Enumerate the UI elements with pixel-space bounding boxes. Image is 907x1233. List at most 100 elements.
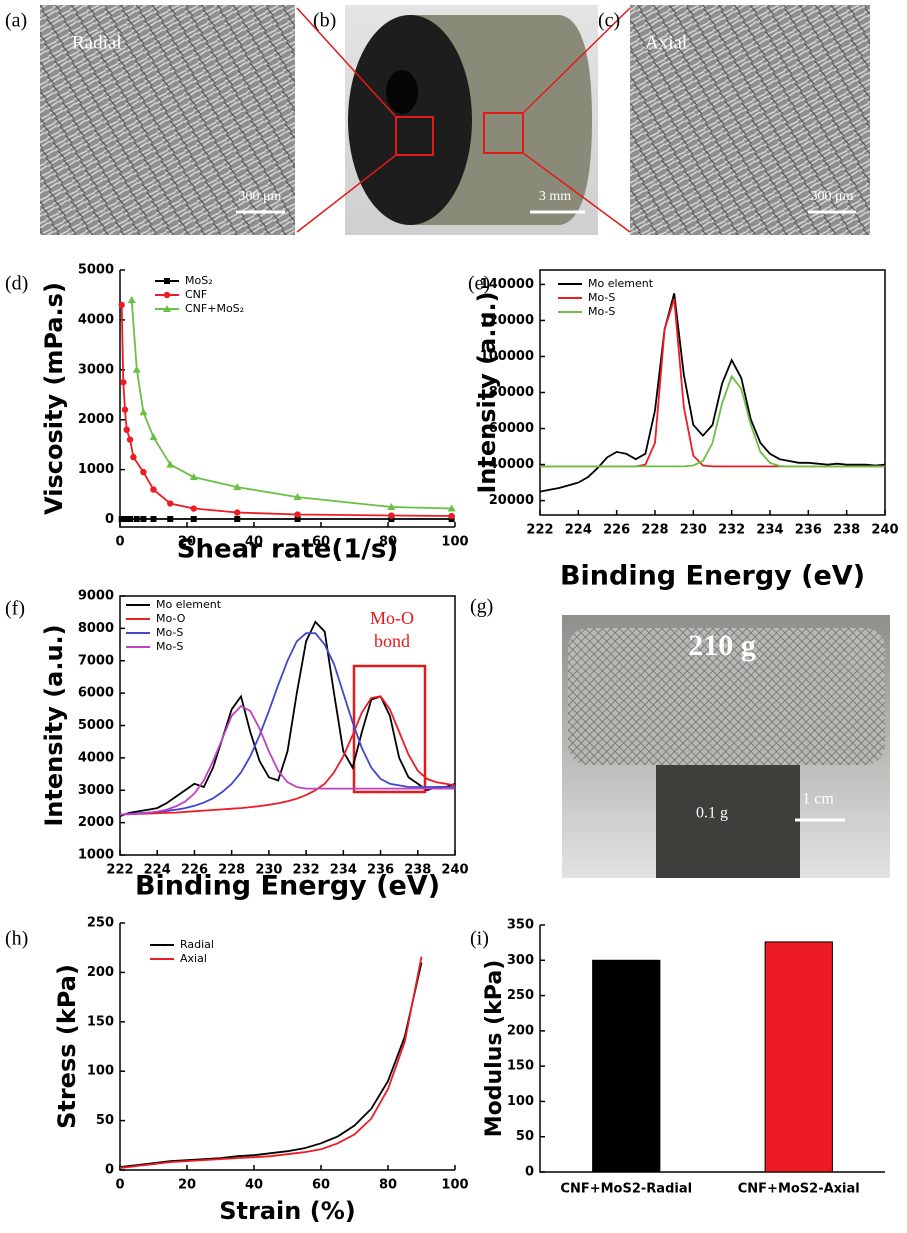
x-tick-label: 0	[115, 1178, 124, 1193]
marker	[448, 512, 455, 520]
marker	[127, 295, 136, 303]
y-tick-label: 50	[516, 1129, 534, 1144]
marker	[234, 516, 241, 523]
y-tick-label: 50	[96, 1113, 114, 1128]
cylinder-face	[348, 15, 472, 225]
y-tick-label: 100	[507, 1094, 534, 1109]
y-tick-label: 5000	[78, 718, 114, 733]
x-tick-label: 224	[565, 523, 592, 538]
series-line	[130, 299, 452, 510]
x-tick-label: 40	[245, 535, 263, 550]
y-tick-label: 9000	[78, 589, 114, 604]
sem-image	[40, 5, 295, 235]
y-axis-title: Viscosity (mPa.s)	[40, 282, 68, 515]
marker	[388, 516, 395, 523]
sem-image	[630, 5, 870, 235]
series-line	[539, 293, 886, 493]
y-tick-label: 80000	[489, 385, 534, 400]
y-tick-label: 100000	[480, 349, 534, 364]
marker	[120, 379, 127, 386]
x-tick-label: 60	[312, 535, 330, 550]
y-tick-label: 250	[87, 916, 114, 931]
x-tick-label: 230	[680, 523, 707, 538]
legend-label: MoS₂	[185, 274, 213, 287]
marker	[132, 365, 141, 373]
x-axis-title: Strain (%)	[219, 1197, 355, 1225]
photo-g: (g) 210 g 0.1 g 1 cm	[470, 596, 890, 878]
panel-label: (h)	[5, 928, 28, 950]
y-tick-label: 150	[507, 1059, 534, 1074]
legend-label: Mo element	[588, 277, 654, 290]
marker	[118, 301, 125, 309]
panel-label: (g)	[470, 596, 493, 618]
y-tick-label: 40000	[489, 457, 534, 472]
marker	[167, 500, 174, 507]
x-tick-label: 20	[178, 1178, 196, 1193]
y-tick-label: 60000	[489, 421, 534, 436]
scale-label: 3 mm	[539, 189, 571, 204]
y-tick-label: 1000	[78, 848, 114, 863]
marker	[293, 493, 302, 501]
y-axis-title: Modulus (kPa)	[482, 960, 507, 1138]
y-axis-title: Intensity (a.u.)	[473, 291, 501, 493]
legend-label: Axial	[180, 952, 207, 965]
y-tick-label: 2000	[78, 412, 114, 427]
series-line	[119, 956, 423, 1169]
x-tick-label: 100	[441, 535, 468, 550]
x-tick-label: 240	[441, 863, 468, 878]
marker	[127, 516, 134, 523]
x-tick-label: CNF+MoS2-Axial	[738, 1182, 860, 1197]
marker	[164, 278, 170, 284]
weight	[568, 628, 885, 765]
panel-label: (c)	[598, 10, 620, 32]
x-tick-label: 232	[718, 523, 745, 538]
marker	[447, 504, 456, 512]
x-tick-label: 240	[871, 523, 898, 538]
y-tick-label: 6000	[78, 686, 114, 701]
image-caption: Radial	[72, 32, 122, 53]
marker	[149, 433, 158, 441]
bar	[592, 959, 661, 1173]
y-tick-label: 100	[87, 1064, 114, 1079]
x-tick-label: 80	[379, 535, 397, 550]
y-tick-label: 20000	[489, 493, 534, 508]
y-axis-title: Stress (kPa)	[53, 964, 81, 1129]
marker	[126, 436, 134, 443]
x-tick-label: 230	[255, 863, 282, 878]
legend-label: CNF	[185, 288, 207, 301]
annotation: Mo-O	[370, 608, 414, 628]
x-tick-label: 100	[441, 1178, 468, 1193]
y-tick-label: 350	[507, 918, 534, 933]
marker	[234, 509, 241, 516]
image-caption: Axial	[645, 32, 687, 53]
marker	[123, 516, 130, 523]
x-tick-label: 226	[181, 863, 208, 878]
marker	[133, 516, 140, 523]
x-tick-label: 236	[367, 863, 394, 878]
scale-label: 1 cm	[802, 791, 834, 808]
marker	[190, 505, 197, 512]
weight-label: 210 g	[688, 629, 756, 662]
sample-label: 0.1 g	[696, 805, 728, 822]
y-tick-label: 2000	[78, 815, 114, 830]
photo-c: (c) Axial 300 μm	[598, 5, 870, 235]
photo-b: (b) 3 mm	[296, 5, 631, 235]
marker	[166, 460, 175, 468]
x-tick-label: 232	[293, 863, 320, 878]
x-tick-label: 226	[603, 523, 630, 538]
x-tick-label: 224	[144, 863, 171, 878]
x-tick-label: 222	[106, 863, 133, 878]
y-tick-label: 3000	[78, 362, 114, 377]
annotation-box	[352, 664, 427, 794]
legend-label: Radial	[180, 938, 214, 951]
y-axis-title: Intensity (a.u.)	[40, 624, 68, 826]
marker	[294, 511, 301, 518]
series-line	[540, 374, 885, 468]
photo-a: (a) Radial 300 μm	[5, 5, 295, 235]
bar	[764, 941, 833, 1173]
marker	[139, 408, 148, 416]
y-tick-label: 3000	[78, 783, 114, 798]
legend-label: Mo-S	[588, 291, 615, 304]
x-tick-label: 80	[379, 1178, 397, 1193]
